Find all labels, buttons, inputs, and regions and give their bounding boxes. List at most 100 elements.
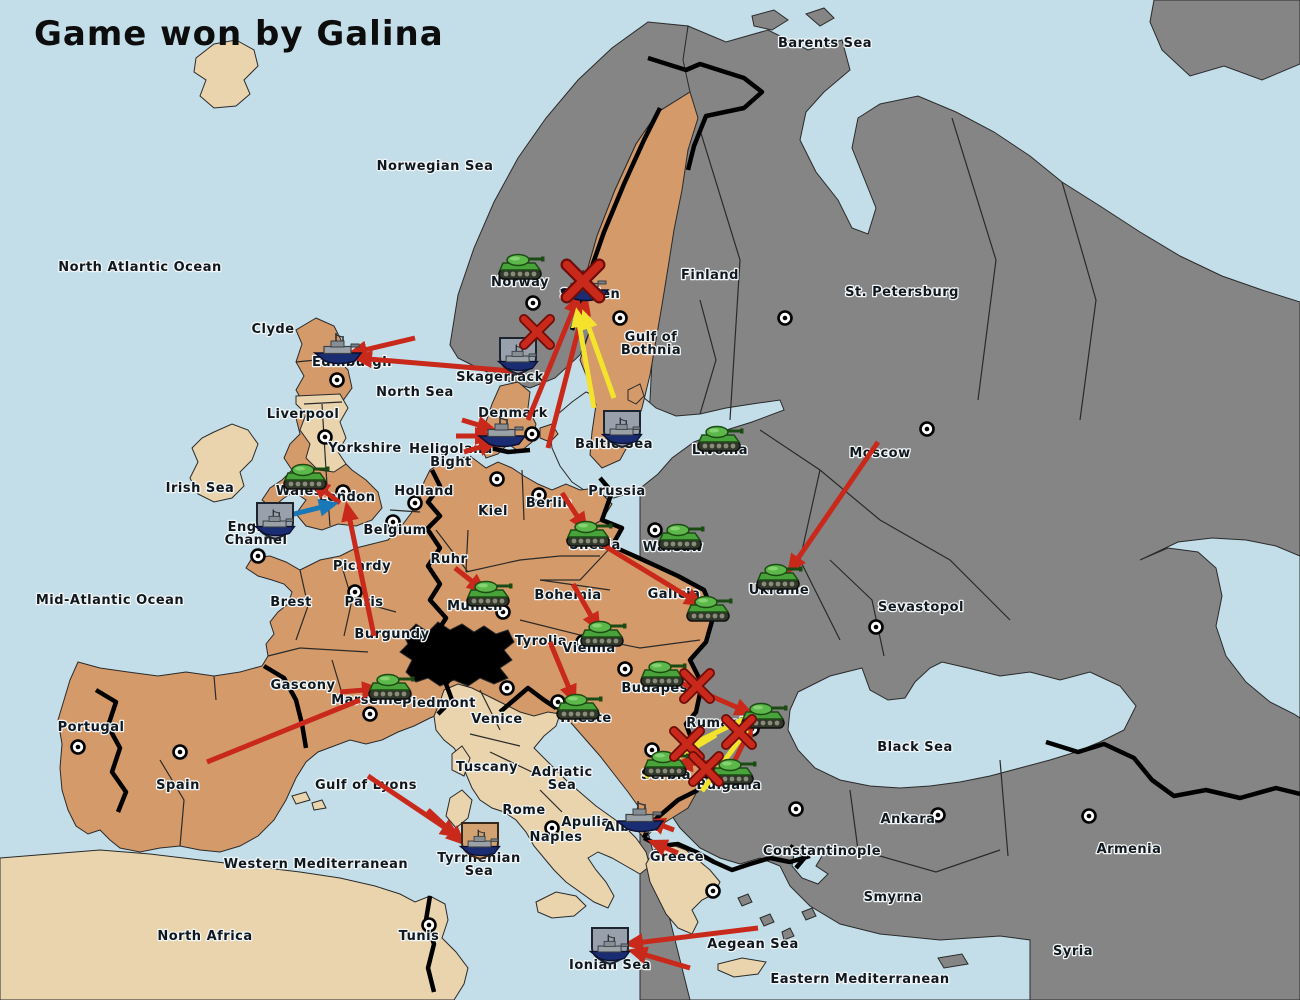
map-region[interactable] <box>193 39 259 109</box>
red-order-arrow <box>588 534 705 607</box>
province-border <box>865 849 1001 873</box>
province-border <box>999 759 1009 857</box>
province-border <box>521 469 525 521</box>
map-region[interactable] <box>801 907 817 921</box>
supply-center-icon <box>647 522 663 538</box>
map-region[interactable] <box>781 927 795 941</box>
province-label: Tuscany <box>456 760 518 775</box>
sea-label: Barents Sea <box>778 36 872 51</box>
map-region[interactable] <box>717 957 767 978</box>
map-region[interactable] <box>639 25 1300 1000</box>
red-order-arrow <box>627 946 691 971</box>
map-region[interactable] <box>311 799 327 811</box>
map-region[interactable] <box>1149 0 1300 81</box>
map-region[interactable] <box>291 791 311 805</box>
map-region[interactable] <box>627 383 645 405</box>
province-border <box>879 519 1011 621</box>
province-label: Tyrolia <box>515 634 567 649</box>
country-border <box>1045 739 1300 801</box>
map-region[interactable] <box>937 953 969 969</box>
sea-label: Gulf of <box>625 330 678 345</box>
province-label: Belgium <box>363 523 426 538</box>
province-border <box>540 545 613 581</box>
province-label: Naples <box>530 830 583 845</box>
sea-label: North Atlantic Ocean <box>58 260 221 275</box>
province-border <box>389 509 421 513</box>
map-region[interactable] <box>645 843 721 935</box>
province-label: Smyrna <box>864 890 923 905</box>
borders-layer <box>94 55 1300 993</box>
province-border <box>435 529 469 573</box>
red-order-arrow <box>341 501 377 637</box>
red-order-arrow <box>347 335 416 359</box>
supply-center-icon <box>705 883 721 899</box>
map-region[interactable] <box>751 9 789 31</box>
province-label: Ruhr <box>431 552 468 567</box>
province-label: Prussia <box>588 484 645 499</box>
sea-label: Black Sea <box>877 740 952 755</box>
province-border <box>1061 181 1097 421</box>
supply-center-icon <box>868 619 884 635</box>
map-region[interactable] <box>787 661 1137 789</box>
map-region[interactable] <box>445 789 473 829</box>
supply-center-icon <box>777 310 793 326</box>
map-region[interactable] <box>399 621 515 687</box>
province-label: Armenia <box>1097 842 1162 857</box>
province-border <box>351 599 397 613</box>
province-border <box>699 129 741 421</box>
province-label: Portugal <box>58 720 125 735</box>
map-region[interactable] <box>805 7 835 27</box>
province-label: North Africa <box>157 929 252 944</box>
sea-label: Heligoland <box>409 442 493 457</box>
map-region[interactable] <box>451 745 471 777</box>
supply-center-icon <box>1081 808 1097 824</box>
province-label: Rome <box>502 803 545 818</box>
supply-center-icon <box>524 426 540 442</box>
supply-center-icon <box>525 295 541 311</box>
province-label: Brest <box>270 595 312 610</box>
province-border <box>159 759 185 847</box>
sea-label: Bight <box>430 455 472 470</box>
province-label: Apulia <box>561 815 610 830</box>
province-label: Holland <box>394 484 454 499</box>
map-region[interactable] <box>189 423 259 503</box>
country-border <box>498 685 558 714</box>
province-border <box>951 117 997 401</box>
map-region[interactable] <box>737 893 753 907</box>
red-order-arrow <box>352 350 524 375</box>
sea-label: Sea <box>548 778 576 793</box>
province-label: Constantinople <box>763 844 881 859</box>
map-region[interactable] <box>1139 537 1300 719</box>
sea-label: Norwegian Sea <box>377 159 494 174</box>
province-border <box>595 487 601 493</box>
sea-label: Gulf of Lyons <box>315 778 417 793</box>
province-border <box>465 529 469 573</box>
red-order-arrow <box>647 839 679 857</box>
red-order-arrow <box>426 808 466 846</box>
province-label: Finland <box>681 268 739 283</box>
province-label: Berlin <box>526 496 572 511</box>
sea-label: North Sea <box>376 385 454 400</box>
province-label: Spain <box>156 778 200 793</box>
sea-label: Western Mediterranean <box>224 857 408 872</box>
supply-center-icon <box>617 661 633 677</box>
province-label: Yorkshire <box>327 441 401 456</box>
province-label: Ankara <box>881 812 936 827</box>
province-label: Moscow <box>849 446 910 461</box>
province-border <box>295 569 309 641</box>
sea-label: Adriatic <box>531 765 592 780</box>
province-label: Tunis <box>399 929 440 944</box>
map-region[interactable] <box>433 683 651 909</box>
map-region[interactable] <box>535 891 587 919</box>
province-border <box>299 647 369 653</box>
supply-center-icon <box>70 739 86 755</box>
map-region[interactable] <box>759 913 775 927</box>
map-region[interactable] <box>0 849 469 1000</box>
supply-center-icon <box>329 372 345 388</box>
country-border <box>262 664 309 749</box>
supply-center-icon <box>172 744 188 760</box>
province-border <box>267 647 301 657</box>
sea-label: Aegean Sea <box>707 937 799 952</box>
